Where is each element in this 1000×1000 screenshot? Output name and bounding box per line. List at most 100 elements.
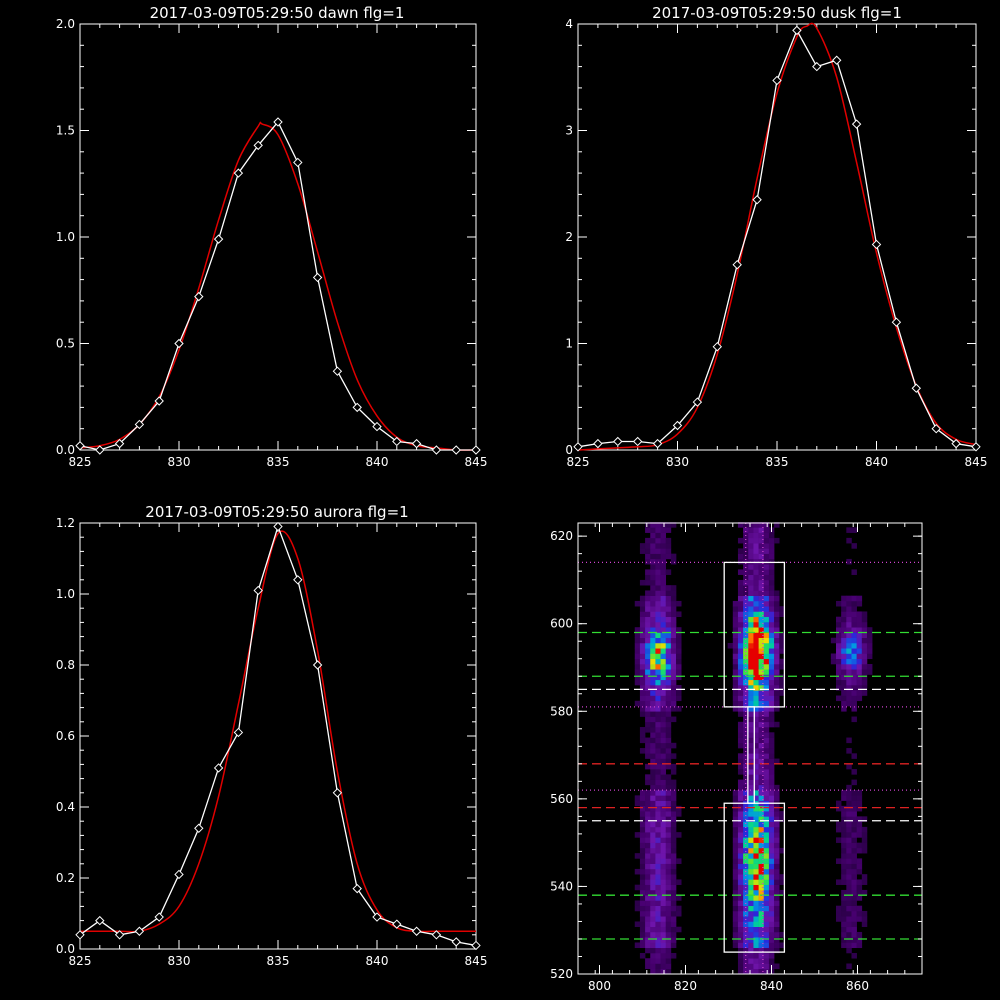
heatmap-cell <box>758 632 765 639</box>
heatmap-cell <box>763 910 770 917</box>
heatmap-cell <box>763 942 770 949</box>
heatmap-cell <box>645 669 651 675</box>
heatmap-cell <box>861 611 868 618</box>
heatmap-cell <box>856 658 863 665</box>
heatmap-cell <box>851 900 857 906</box>
heatmap-cell <box>737 895 744 901</box>
heatmap-cell <box>670 905 677 912</box>
heatmap-cell <box>634 868 641 875</box>
heatmap-cell <box>753 685 759 691</box>
heatmap-cell <box>861 826 868 833</box>
heatmap-cell <box>650 648 656 654</box>
heatmap-cell <box>836 821 842 828</box>
observed-point <box>154 912 164 922</box>
heatmap-cell <box>676 811 682 817</box>
observed-point <box>174 338 184 349</box>
heatmap-cell <box>743 889 749 896</box>
heatmap-cell <box>768 632 775 639</box>
y-tick-label: 0.0 <box>56 443 75 457</box>
heatmap-cell <box>758 653 765 660</box>
heatmap-cell <box>846 763 852 770</box>
heatmap-cell <box>856 905 863 912</box>
heatmap-cell <box>774 653 780 660</box>
heatmap-cell <box>655 732 661 738</box>
heatmap-cell <box>645 748 651 754</box>
heatmap-cell <box>650 653 656 660</box>
heatmap-cell <box>655 564 661 570</box>
heatmap-cell <box>846 558 852 565</box>
heatmap-cell <box>660 611 667 618</box>
heatmap-cell <box>748 916 754 922</box>
observed-point <box>431 930 442 940</box>
heatmap-cell <box>737 690 744 696</box>
heatmap-cell <box>856 679 863 686</box>
observed-point <box>194 823 204 834</box>
observed-point <box>273 117 283 127</box>
heatmap-cell <box>758 805 765 812</box>
heatmap-cell <box>737 832 744 838</box>
heatmap-cell <box>753 900 759 906</box>
heatmap-cell <box>753 874 759 880</box>
heatmap-cell <box>732 884 739 891</box>
heatmap-cell <box>768 748 775 754</box>
heatmap-cell <box>846 611 852 618</box>
heatmap-cell <box>670 879 677 885</box>
heatmap-cell <box>665 543 672 549</box>
heatmap-cell <box>655 543 661 549</box>
observed-point <box>154 396 164 406</box>
heatmap-cell <box>758 905 765 912</box>
heatmap-cell <box>836 669 842 675</box>
heatmap-cell <box>768 958 775 964</box>
heatmap-cell <box>856 889 863 896</box>
heatmap-cell <box>737 621 744 628</box>
heatmap-cell <box>758 679 765 686</box>
heatmap-cell <box>645 595 651 602</box>
heatmap-cell <box>665 742 672 749</box>
heatmap-cell <box>763 527 770 533</box>
heatmap-cell <box>639 858 646 864</box>
heatmap-cell <box>851 889 857 896</box>
heatmap-cell <box>763 763 770 770</box>
heatmap-cell <box>748 853 754 859</box>
heatmap-cell <box>670 690 677 696</box>
heatmap-cell <box>763 889 770 896</box>
observed-point <box>134 926 145 936</box>
heatmap-cell <box>743 832 749 838</box>
heatmap-cell <box>676 685 682 691</box>
heatmap-cell <box>758 569 765 575</box>
heatmap-cell <box>753 637 759 644</box>
heatmap-cell <box>763 616 770 623</box>
heatmap-cell <box>841 637 847 644</box>
heatmap-cell <box>758 879 765 885</box>
heatmap-cell <box>665 921 672 928</box>
heatmap-cell <box>774 685 780 691</box>
heatmap-cell <box>645 900 651 906</box>
heatmap-cell <box>732 690 739 696</box>
heatmap-cell <box>650 937 656 943</box>
heatmap-cell <box>743 748 749 754</box>
heatmap-cell <box>655 627 661 633</box>
heatmap-cell <box>748 595 754 602</box>
heatmap-cell <box>665 679 672 686</box>
heatmap-cell <box>665 716 672 723</box>
heatmap-cell <box>774 832 780 838</box>
heatmap-cell <box>851 621 857 628</box>
observed-point <box>652 438 663 449</box>
heatmap-cell <box>748 621 754 628</box>
heatmap-cell <box>650 942 656 949</box>
heatmap-cell <box>650 868 656 875</box>
heatmap-cell <box>748 889 754 896</box>
heatmap-cell <box>737 548 744 554</box>
heatmap-cell <box>665 942 672 949</box>
heatmap-cell <box>645 700 651 707</box>
heatmap-cell <box>743 706 749 712</box>
heatmap-cell <box>841 811 847 817</box>
heatmap-cell <box>748 616 754 623</box>
y-tick-label: 580 <box>550 704 573 718</box>
heatmap-cell <box>660 842 667 849</box>
heatmap-cell <box>743 847 749 854</box>
heatmap-cell <box>763 595 770 602</box>
observed-point <box>431 445 442 455</box>
heatmap-cell <box>866 663 873 670</box>
heatmap-cell <box>639 690 646 696</box>
